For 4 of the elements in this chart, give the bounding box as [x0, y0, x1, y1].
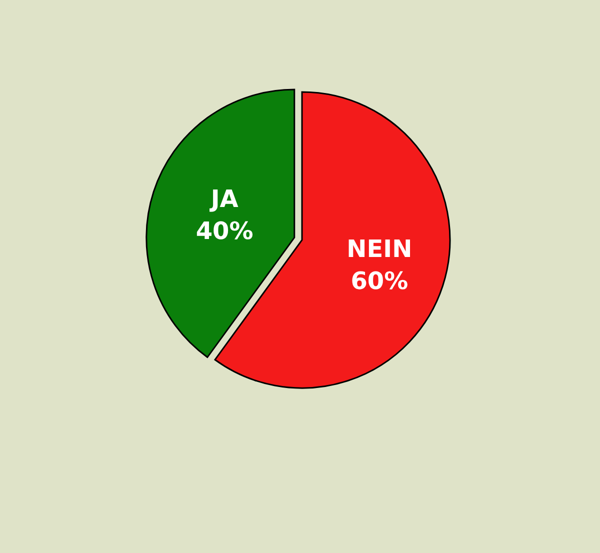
slice-label: NEIN — [346, 235, 412, 264]
data-label: 40% — [196, 216, 254, 245]
data-label: 60% — [350, 267, 408, 296]
slice-label: JA — [208, 184, 239, 213]
